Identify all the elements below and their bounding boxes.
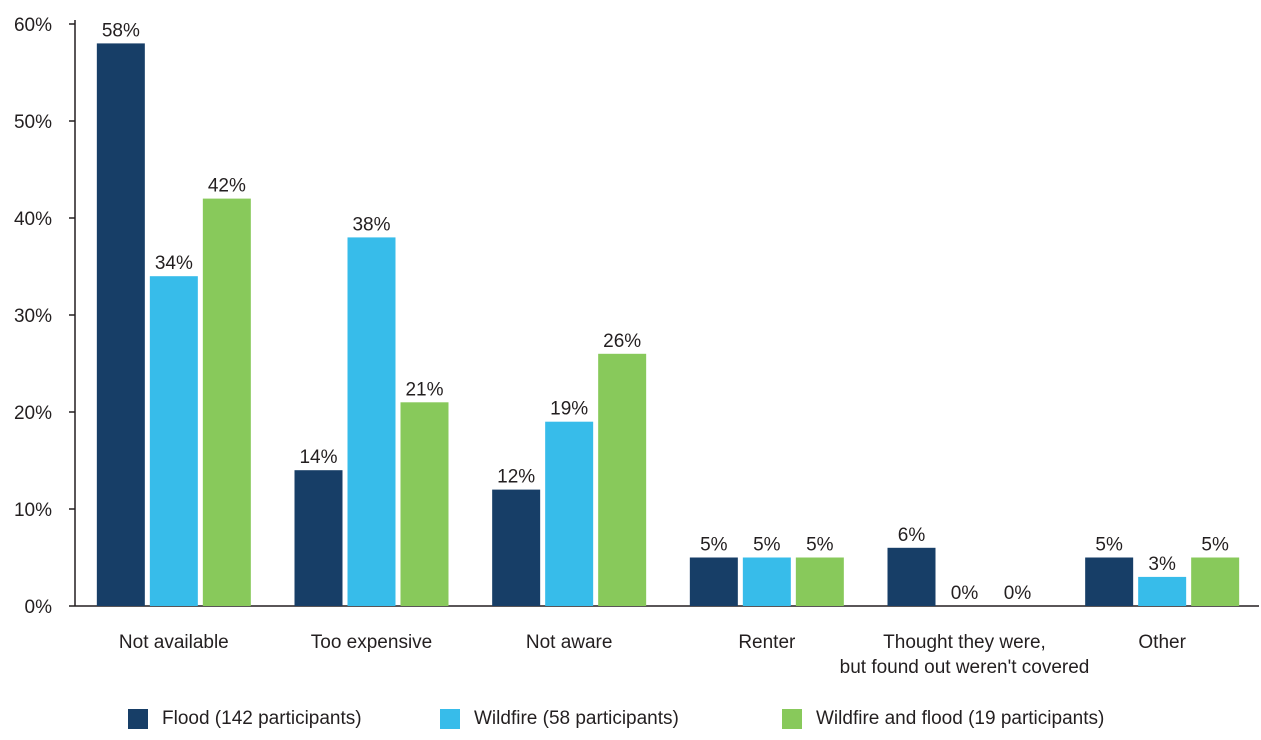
data-label: 34% bbox=[155, 253, 193, 274]
legend-swatch bbox=[782, 709, 802, 729]
data-label: 5% bbox=[1095, 535, 1123, 556]
bar bbox=[347, 237, 396, 606]
data-label: 19% bbox=[550, 399, 588, 420]
y-tick-label: 10% bbox=[14, 500, 52, 521]
category-labels: Not available Too expensive Not aware Rente… bbox=[119, 632, 1187, 678]
category-label: Thought they were, bbox=[883, 632, 1046, 653]
bar bbox=[689, 557, 738, 606]
data-label: 6% bbox=[898, 525, 926, 546]
y-tick-label: 40% bbox=[14, 209, 52, 230]
bar bbox=[1138, 576, 1187, 606]
data-labels: 58% 34% 42% 14% 38% 21% 12% 19% 26% 5% 5% 5% 6% 0% 0% 5… bbox=[102, 20, 1229, 604]
category-label: Too expensive bbox=[311, 632, 432, 653]
category-label: but found out weren't covered bbox=[840, 657, 1090, 678]
data-label: 5% bbox=[806, 535, 834, 556]
category-label: Not available bbox=[119, 632, 229, 653]
legend-item: Flood (142 participants) bbox=[128, 708, 362, 730]
bar bbox=[294, 470, 343, 606]
bar bbox=[795, 557, 844, 606]
category-label: Not aware bbox=[526, 632, 613, 653]
data-label: 5% bbox=[700, 535, 728, 556]
bar-chart: 0% 10% 20% 30% 40% 50% 60% 58% 34% 42% 14% 38% 21% 1… bbox=[14, 15, 1259, 678]
data-label: 0% bbox=[951, 583, 979, 604]
bar bbox=[400, 402, 449, 606]
data-label: 0% bbox=[1004, 583, 1032, 604]
data-label: 5% bbox=[753, 535, 781, 556]
legend-item: Wildfire (58 participants) bbox=[440, 708, 679, 730]
y-tick-label: 30% bbox=[14, 306, 52, 327]
bar bbox=[96, 43, 145, 606]
bars bbox=[96, 43, 1240, 606]
legend: Flood (142 participants) Wildfire (58 par… bbox=[0, 708, 1261, 740]
data-label: 21% bbox=[405, 379, 443, 400]
legend-swatch bbox=[440, 709, 460, 729]
data-label: 12% bbox=[497, 467, 535, 488]
bar bbox=[1085, 557, 1134, 606]
data-label: 58% bbox=[102, 20, 140, 41]
data-label: 38% bbox=[352, 214, 390, 235]
bar bbox=[202, 198, 251, 606]
y-tick-label: 0% bbox=[25, 597, 53, 618]
bar bbox=[598, 353, 647, 606]
legend-label: Wildfire (58 participants) bbox=[474, 708, 679, 729]
bar bbox=[545, 421, 594, 606]
bar bbox=[492, 489, 541, 606]
data-label: 3% bbox=[1148, 554, 1176, 575]
y-tick-label: 20% bbox=[14, 403, 52, 424]
y-tick-label: 60% bbox=[14, 15, 52, 36]
data-label: 14% bbox=[299, 447, 337, 468]
y-axis: 0% 10% 20% 30% 40% 50% 60% bbox=[14, 15, 1259, 618]
legend-label: Flood (142 participants) bbox=[162, 708, 362, 729]
data-label: 42% bbox=[208, 176, 246, 197]
category-label: Other bbox=[1138, 632, 1186, 653]
bar bbox=[1191, 557, 1240, 606]
legend-label: Wildfire and flood (19 participants) bbox=[816, 708, 1105, 729]
category-label: Renter bbox=[738, 632, 796, 653]
y-tick-label: 50% bbox=[14, 112, 52, 133]
legend-swatch bbox=[128, 709, 148, 729]
data-label: 26% bbox=[603, 331, 641, 352]
bar bbox=[149, 276, 198, 606]
legend-item: Wildfire and flood (19 participants) bbox=[782, 708, 1104, 730]
data-label: 5% bbox=[1201, 535, 1229, 556]
bar bbox=[742, 557, 791, 606]
bar bbox=[887, 547, 936, 606]
